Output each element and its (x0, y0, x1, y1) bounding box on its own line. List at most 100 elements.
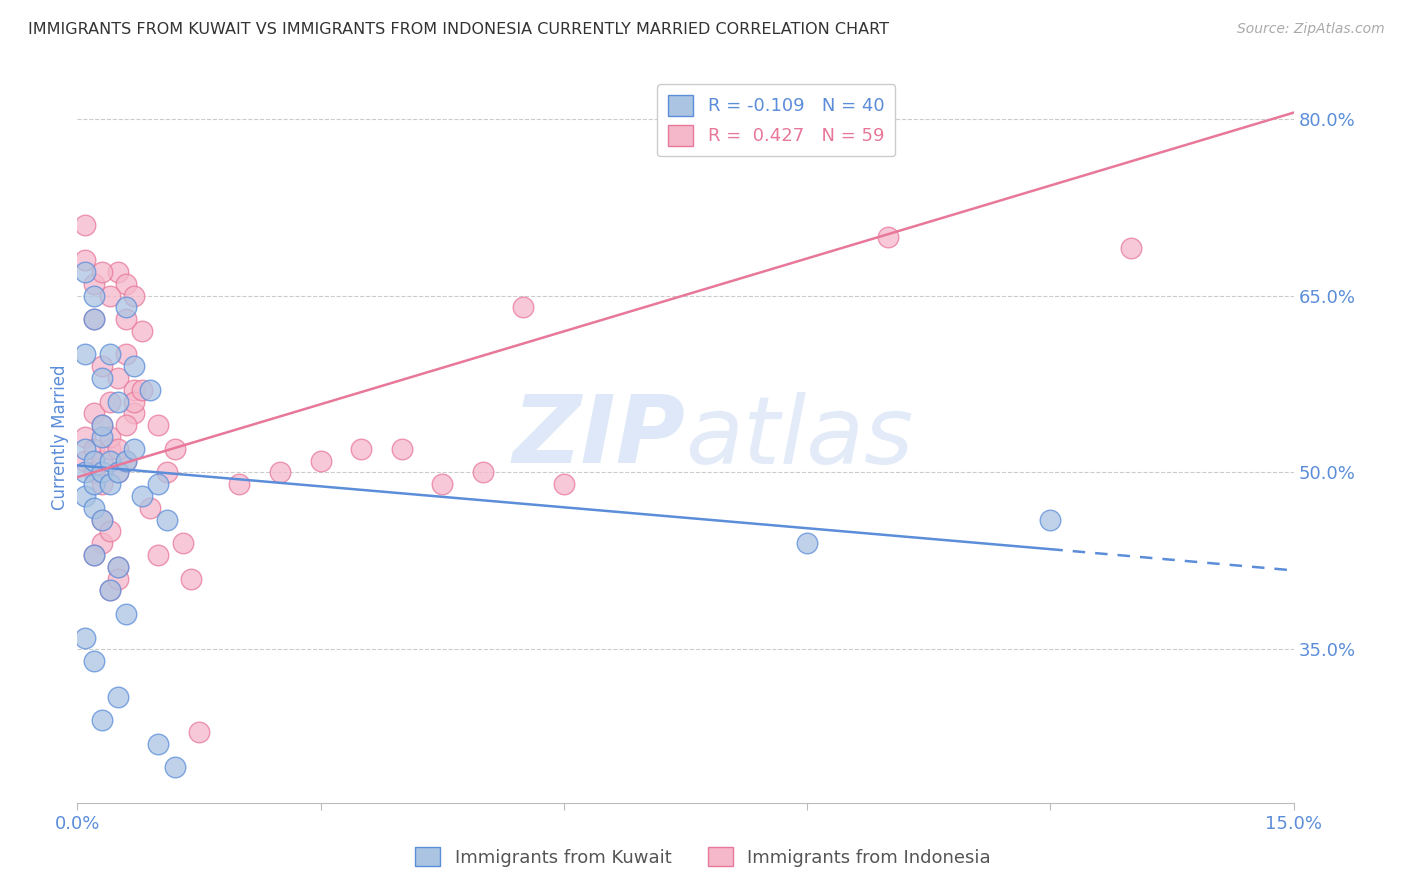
Point (90, 359, 112, 374)
Point (107, 394, 129, 409)
Y-axis label: Currently Married: Currently Married (51, 364, 69, 510)
Point (163, 442, 186, 456)
Point (148, 418, 170, 433)
Point (75, 489, 97, 503)
Point (122, 407, 145, 421)
Point (98, 524, 121, 539)
Point (107, 466, 129, 480)
Point (90, 265, 112, 279)
Point (131, 324, 153, 338)
Point (83, 548, 105, 562)
Point (98, 453, 121, 467)
Point (796, 536, 818, 550)
Point (83, 548, 105, 562)
Point (107, 442, 129, 456)
Point (122, 359, 145, 374)
Point (83, 466, 105, 480)
Point (122, 383, 145, 397)
Point (512, 301, 534, 315)
Point (90, 371, 112, 385)
Point (90, 418, 112, 433)
Point (83, 654, 105, 668)
Point (83, 500, 105, 515)
Point (139, 500, 162, 515)
Point (98, 394, 121, 409)
Point (155, 466, 177, 480)
Point (98, 477, 121, 491)
Point (75, 466, 97, 480)
Point (98, 288, 121, 302)
Point (90, 513, 112, 527)
Point (107, 690, 129, 704)
Point (148, 737, 170, 751)
Point (107, 466, 129, 480)
Point (269, 466, 291, 480)
Point (122, 442, 145, 456)
Point (115, 453, 138, 467)
Point (172, 536, 194, 550)
Point (90, 477, 112, 491)
Point (98, 583, 121, 598)
Point (107, 572, 129, 586)
Point (98, 430, 121, 444)
Point (1121, 241, 1143, 255)
Point (90, 453, 112, 467)
Point (148, 548, 170, 562)
Point (553, 477, 575, 491)
Point (75, 453, 97, 467)
Point (148, 477, 170, 491)
Point (107, 265, 129, 279)
Point (75, 347, 97, 361)
Point (83, 312, 105, 326)
Point (115, 418, 138, 433)
Point (1039, 513, 1062, 527)
Point (122, 288, 145, 302)
Point (83, 442, 105, 456)
Point (90, 536, 112, 550)
Point (83, 312, 105, 326)
Point (98, 442, 121, 456)
Point (309, 453, 332, 467)
Point (139, 383, 162, 397)
Point (98, 347, 121, 361)
Point (131, 383, 153, 397)
Point (471, 466, 494, 480)
Point (107, 559, 129, 574)
Point (877, 229, 900, 244)
Point (391, 442, 413, 456)
Point (98, 583, 121, 598)
Text: IMMIGRANTS FROM KUWAIT VS IMMIGRANTS FROM INDONESIA CURRENTLY MARRIED CORRELATIO: IMMIGRANTS FROM KUWAIT VS IMMIGRANTS FRO… (28, 22, 889, 37)
Point (83, 277, 105, 291)
Point (83, 407, 105, 421)
Text: Source: ZipAtlas.com: Source: ZipAtlas.com (1237, 22, 1385, 37)
Point (188, 725, 211, 739)
Point (90, 430, 112, 444)
Point (107, 559, 129, 574)
Point (122, 394, 145, 409)
Point (75, 631, 97, 645)
Point (163, 760, 186, 774)
Legend: R = -0.109   N = 40, R =  0.427   N = 59: R = -0.109 N = 40, R = 0.427 N = 59 (657, 84, 896, 156)
Point (115, 607, 138, 621)
Point (83, 288, 105, 302)
Point (83, 453, 105, 467)
Point (115, 277, 138, 291)
Text: ZIP: ZIP (513, 391, 686, 483)
Point (90, 418, 112, 433)
Legend: Immigrants from Kuwait, Immigrants from Indonesia: Immigrants from Kuwait, Immigrants from … (408, 840, 998, 874)
Point (430, 477, 453, 491)
Point (155, 513, 177, 527)
Point (228, 477, 250, 491)
Point (90, 513, 112, 527)
Point (75, 265, 97, 279)
Text: atlas: atlas (686, 392, 914, 483)
Point (115, 301, 138, 315)
Point (115, 347, 138, 361)
Point (75, 218, 97, 232)
Point (131, 489, 153, 503)
Point (83, 477, 105, 491)
Point (90, 466, 112, 480)
Point (115, 312, 138, 326)
Point (75, 253, 97, 268)
Point (90, 713, 112, 727)
